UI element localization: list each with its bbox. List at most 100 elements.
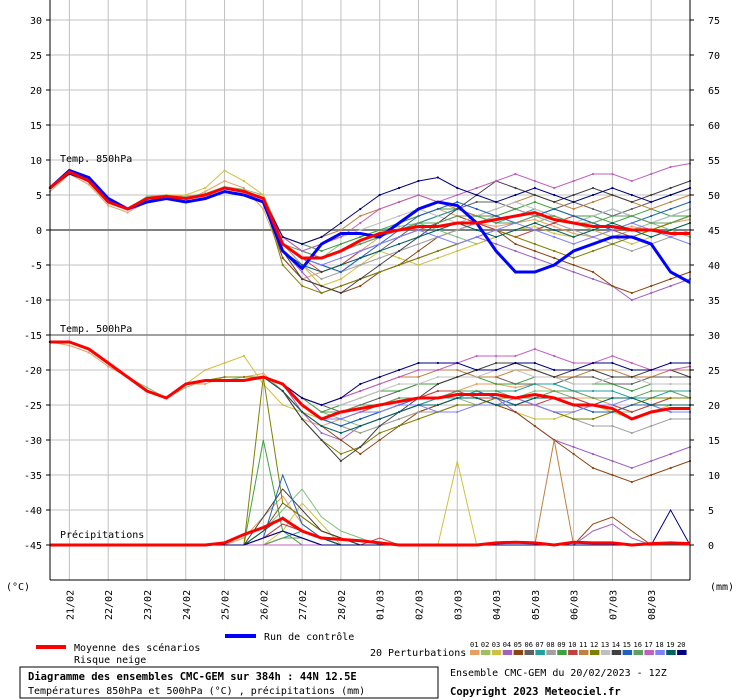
series-19-t500-point bbox=[378, 417, 381, 421]
series-13-t500-point bbox=[417, 382, 420, 386]
perturbation-id-label: 10 bbox=[568, 641, 576, 649]
series-19-t850-point bbox=[494, 235, 498, 239]
series-18-t850-point bbox=[417, 228, 420, 232]
series-03-t850-point bbox=[397, 256, 401, 260]
series-12-t850-point bbox=[281, 263, 284, 267]
series-15-t850-point bbox=[436, 207, 439, 211]
series-20-t850-point bbox=[669, 193, 672, 197]
series-10-t500-point bbox=[630, 410, 633, 414]
series-12-t500-point bbox=[456, 403, 459, 407]
series-20-t500-point bbox=[417, 361, 420, 365]
series-09-t500-point bbox=[514, 382, 517, 386]
series-01-t850-point bbox=[126, 211, 129, 214]
perturbation-id-label: 19 bbox=[666, 641, 674, 649]
left-tick-label: 15 bbox=[30, 121, 42, 132]
series-05-t500-point bbox=[339, 438, 343, 442]
series-15-t500-point bbox=[611, 410, 614, 414]
series-19-t500-point bbox=[281, 389, 284, 393]
perturbation-swatch bbox=[491, 650, 502, 655]
series-04-t850-point bbox=[514, 249, 517, 253]
series-03-t850-point bbox=[184, 193, 187, 197]
series-06-t850-point bbox=[630, 207, 633, 211]
series-17-t500-point bbox=[630, 361, 633, 365]
series-19-t500-point bbox=[417, 403, 420, 407]
series-19-t500-point bbox=[669, 403, 672, 407]
perturbation-swatch bbox=[470, 650, 480, 655]
series-14-t500-point bbox=[591, 368, 595, 372]
perturbation-swatch bbox=[480, 650, 491, 655]
series-15-t850-point bbox=[494, 214, 498, 218]
series-14-t850-point bbox=[514, 186, 517, 190]
perturbation-id-label: 03 bbox=[492, 641, 500, 649]
series-20-t850-point bbox=[456, 186, 459, 190]
series-05-t500-point bbox=[591, 466, 595, 470]
series-19-t500-point bbox=[397, 410, 401, 414]
series-08-t850-point bbox=[572, 228, 575, 232]
series-03-t850-point bbox=[242, 179, 246, 183]
series-19-t850-point bbox=[320, 270, 323, 274]
series-01-t500-point bbox=[262, 372, 265, 375]
perturbation-swatch bbox=[546, 650, 556, 655]
series-16-t850-point bbox=[611, 214, 614, 218]
date-tick-label: 22/02 bbox=[104, 590, 115, 620]
series-20-t500-point bbox=[669, 361, 672, 365]
series-18-t500-point bbox=[572, 410, 575, 414]
series-18-t500-point bbox=[553, 410, 556, 414]
series-11-t500-point bbox=[611, 368, 614, 372]
series-04-t850-point bbox=[494, 242, 498, 246]
series-10-t850-point bbox=[553, 221, 556, 225]
legend-perturbations-label: 20 Perturbations bbox=[370, 648, 466, 659]
series-09-t850-point bbox=[378, 228, 381, 232]
perturbation-id-label: 15 bbox=[623, 641, 631, 649]
series-03-t500-point bbox=[533, 417, 536, 421]
series-13-t850-point bbox=[533, 207, 536, 211]
series-12-t500-point bbox=[650, 396, 653, 400]
series-14-t500-point bbox=[456, 375, 459, 379]
perturbation-id-label: 18 bbox=[655, 641, 663, 649]
series-04-t850-point bbox=[630, 298, 633, 302]
copyright: Copyright 2023 Meteociel.fr bbox=[450, 686, 621, 698]
perturbation-swatch bbox=[677, 650, 687, 655]
series-15-t850-point bbox=[650, 214, 653, 218]
series-08-t850-point bbox=[456, 228, 459, 232]
series-19-t500-point bbox=[494, 403, 498, 407]
series-15-t500-point bbox=[591, 410, 595, 414]
series-19-t850-point bbox=[591, 228, 595, 232]
series-12-t850-point bbox=[378, 270, 381, 274]
series-04-t500-point bbox=[591, 452, 595, 456]
series-16-t850-point bbox=[494, 221, 498, 225]
series-14-t500-point bbox=[553, 375, 556, 379]
run-label: Ensemble CMC-GEM du 20/02/2023 - 12Z bbox=[450, 668, 667, 679]
legend-snow-label: Risque neige bbox=[74, 655, 146, 666]
series-14-t500-point bbox=[339, 459, 343, 463]
series-01-t850-point bbox=[204, 190, 207, 193]
series-16-t850-point bbox=[436, 221, 439, 225]
series-20-t850-point bbox=[359, 207, 362, 211]
date-tick-label: 04/03 bbox=[492, 590, 503, 620]
right-tick-label: 0 bbox=[708, 541, 714, 552]
series-08-t850-point bbox=[320, 277, 323, 281]
series-11-t850-point bbox=[359, 214, 362, 218]
series-20-t500-point bbox=[436, 361, 439, 365]
right-tick-label: 25 bbox=[708, 366, 720, 377]
left-tick-label: -15 bbox=[24, 331, 42, 342]
series-17-t500-point bbox=[475, 354, 478, 358]
series-13-t500-point bbox=[475, 375, 478, 379]
series-12-t500-point bbox=[242, 375, 246, 379]
series-18-t850-point bbox=[397, 235, 401, 239]
series-19-t500-point bbox=[533, 396, 536, 400]
perturbation-swatch bbox=[633, 650, 643, 655]
series-17-t850-point bbox=[650, 172, 653, 176]
series-14-t500-point bbox=[378, 424, 381, 428]
right-tick-label: 15 bbox=[708, 436, 720, 447]
series-17-t500-point bbox=[417, 368, 420, 372]
series-05-t850-point bbox=[553, 256, 556, 260]
left-tick-label: -5 bbox=[30, 261, 42, 272]
series-14-t500-point bbox=[611, 375, 614, 379]
series-20-t500-point bbox=[378, 375, 381, 379]
series-04-t500-point bbox=[572, 445, 575, 449]
perturbation-swatch bbox=[589, 650, 600, 655]
series-12-t850-point bbox=[533, 242, 536, 246]
series-18-t850-point bbox=[436, 235, 439, 239]
